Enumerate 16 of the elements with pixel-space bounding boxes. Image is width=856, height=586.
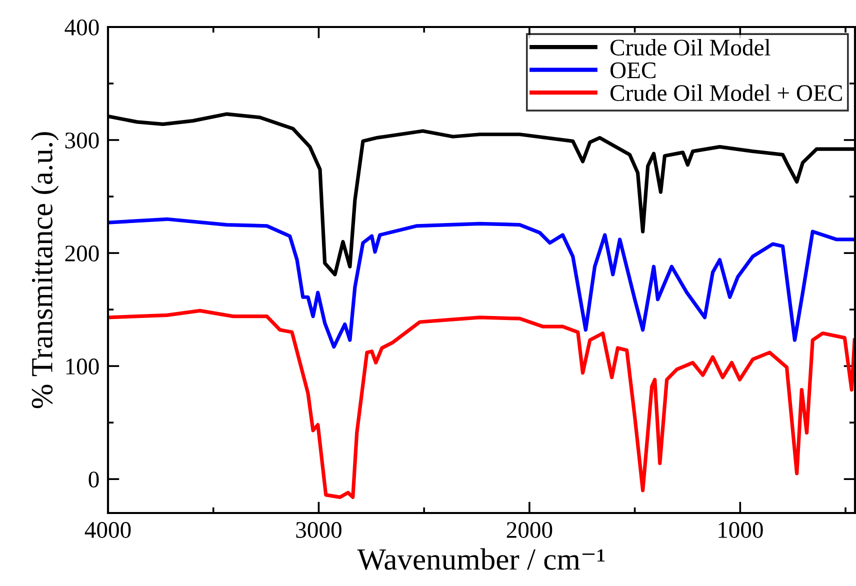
- y-tick-label: 200: [65, 246, 99, 262]
- legend-label: Crude Oil Model: [610, 38, 770, 56]
- y-tick-label: 400: [64, 19, 99, 36]
- x-axis-title: Wavenumber / cm⁻¹: [357, 548, 605, 570]
- y-tick-label: 300: [65, 132, 99, 148]
- x-tick-label: 3000: [296, 522, 342, 538]
- x-tick-label: 4000: [84, 522, 131, 538]
- line-series: [108, 217, 854, 349]
- y-tick-label: 0: [88, 472, 99, 488]
- legend-label: Crude Oil Model + OEC: [610, 84, 842, 102]
- legend-label: OEC: [610, 62, 656, 78]
- y-tick-label: 100: [66, 358, 99, 374]
- x-tick-label: 2000: [506, 522, 552, 538]
- x-tick-label: 1000: [718, 522, 763, 538]
- line-series: [108, 308, 855, 499]
- y-axis-title: % Transmittance (a.u.): [30, 132, 59, 408]
